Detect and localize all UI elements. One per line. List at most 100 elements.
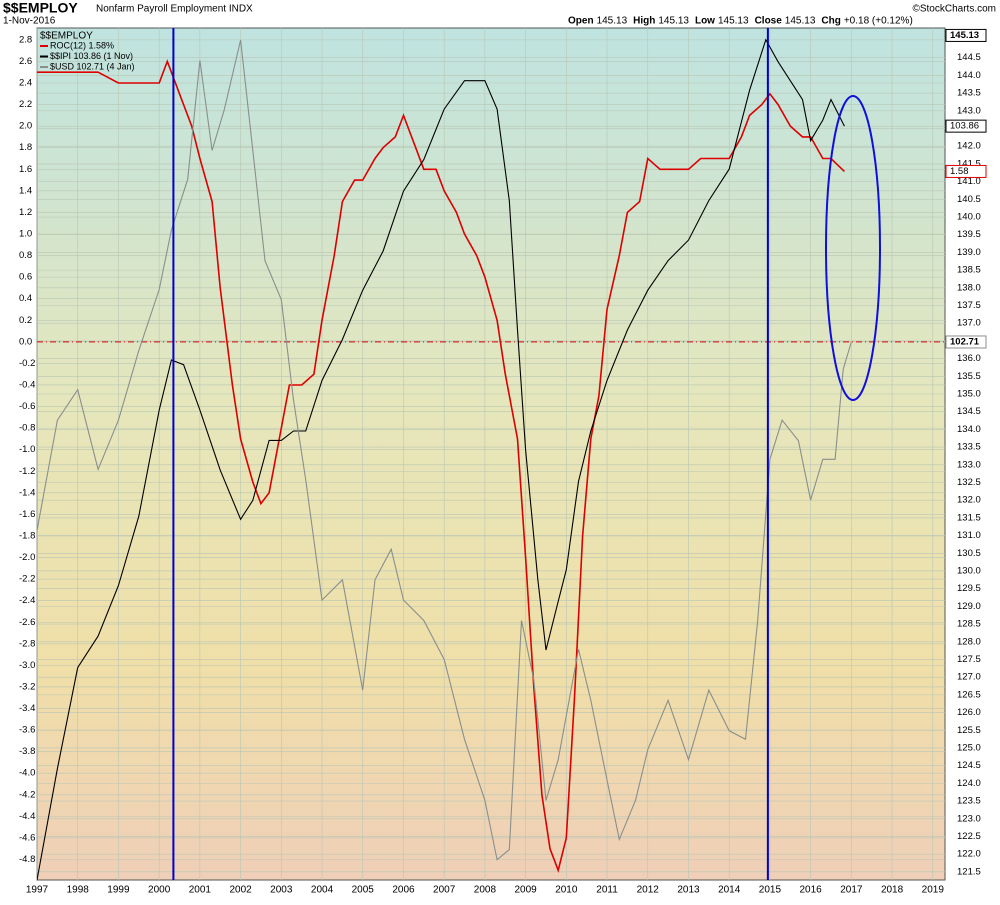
stat-name: Low — [695, 16, 715, 27]
y2-tick-label: 138.0 — [957, 282, 981, 293]
y2-tick-label: 139.0 — [957, 247, 981, 258]
x-tick-label: 2008 — [474, 885, 497, 896]
y2-tick-label: 124.0 — [957, 778, 981, 789]
legend-label: ROC(12) 1.58% — [50, 40, 114, 50]
y-tick-label: -0.4 — [19, 379, 35, 390]
y2-tick-label: 136.0 — [957, 353, 981, 364]
y-tick-label: 1.4 — [19, 185, 32, 196]
y2-tick-label: 135.5 — [957, 371, 981, 382]
stat-name: High — [633, 16, 655, 27]
y-tick-label: 1.8 — [19, 142, 32, 153]
y2-tick-label: 130.5 — [957, 548, 981, 559]
x-tick-label: 2013 — [677, 885, 700, 896]
y2-tick-label: 122.5 — [957, 831, 981, 842]
y2-tick-label: 128.5 — [957, 619, 981, 630]
y2-tick-label: 129.5 — [957, 583, 981, 594]
y-tick-label: 1.2 — [19, 207, 32, 218]
tag-box — [945, 119, 987, 133]
y-tick-label: -4.6 — [19, 832, 35, 843]
close-tag-box — [945, 28, 987, 42]
y-tick-label: 2.6 — [19, 56, 32, 67]
y-tick-label: -0.8 — [19, 423, 35, 434]
x-tick-label: 1998 — [67, 885, 90, 896]
y2-tick-label: 139.5 — [957, 229, 981, 240]
y-tick-label: -1.2 — [19, 466, 35, 477]
y2-tick-label: 140.0 — [957, 212, 981, 223]
credit: ©StockCharts.com — [912, 4, 996, 15]
lines — [37, 28, 945, 880]
y2-tick-label: 127.5 — [957, 654, 981, 665]
x-tick-label: 1999 — [107, 885, 130, 896]
y-tick-label: 2.4 — [19, 78, 32, 89]
y-tick-label: -3.4 — [19, 703, 35, 714]
tag-box — [945, 164, 987, 178]
stat-name: Chg — [821, 16, 840, 27]
tag-label: 103.86 — [950, 121, 979, 132]
y2-tick-label: 134.0 — [957, 424, 981, 435]
x-tick-label: 2019 — [922, 885, 945, 896]
y-tick-label: 2.2 — [19, 99, 32, 110]
y-tick-label: 1.0 — [19, 229, 32, 240]
y2-tick-label: 123.5 — [957, 796, 981, 807]
stat-value: +0.18 (+0.12%) — [844, 16, 913, 27]
series-line — [37, 59, 845, 873]
x-tick-label: 2003 — [270, 885, 293, 896]
y-tick-label: 0.2 — [19, 315, 32, 326]
legend-title: $$EMPLOY — [40, 31, 93, 42]
y-tick-label: 0.0 — [19, 336, 32, 347]
y2-tick-label: 131.0 — [957, 530, 981, 541]
y2-tick-label: 133.5 — [957, 442, 981, 453]
date: 1-Nov-2016 — [3, 16, 56, 27]
y2-tick-label: 142.0 — [957, 141, 981, 152]
y-tick-label: -2.2 — [19, 574, 35, 585]
y2-tick-label: 132.5 — [957, 477, 981, 488]
y2-tick-label: 123.0 — [957, 813, 981, 824]
x-tick-label: 2010 — [555, 885, 578, 896]
y-tick-label: -1.8 — [19, 530, 35, 541]
y-tick-label: -3.2 — [19, 681, 35, 692]
x-tick-label: 2002 — [229, 885, 252, 896]
y2-tick-label: 143.5 — [957, 88, 981, 99]
stat-name: Open — [568, 16, 594, 27]
y2-tick-label: 143.0 — [957, 105, 981, 116]
x-tick-label: 2011 — [596, 885, 618, 896]
series-line — [37, 39, 852, 861]
chart-subtitle: Nonfarm Payroll Employment INDX — [96, 4, 253, 15]
y-tick-label: -4.4 — [19, 811, 35, 822]
y2-tick-label: 128.0 — [957, 636, 981, 647]
y2-tick-label: 133.0 — [957, 459, 981, 470]
stat-value: 145.13 — [785, 16, 816, 27]
series-line — [37, 38, 845, 880]
y-tick-label: -0.2 — [19, 358, 35, 369]
grid — [36, 28, 945, 880]
legend-label: $USD 102.71 (4 Jan) — [50, 61, 135, 71]
last-value-tag: 103.86 — [945, 119, 987, 133]
y2-tick-label: 144.0 — [957, 70, 981, 81]
y-tick-label: -2.6 — [19, 617, 35, 628]
stats: Open 145.13 High 145.13 Low 145.13 Close 145.13… — [568, 16, 913, 27]
y-tick-label: -2.0 — [19, 552, 35, 563]
y-tick-label: -1.4 — [19, 487, 35, 498]
y-tick-label: -1.0 — [19, 444, 35, 455]
x-tick-label: 2014 — [718, 885, 741, 896]
y2-tick-label: 137.0 — [957, 318, 981, 329]
y2-tick-label: 138.5 — [957, 265, 981, 276]
y2-tick-label: 129.0 — [957, 601, 981, 612]
y2-tick-label: 126.5 — [957, 689, 981, 700]
y2-tick-label: 134.5 — [957, 406, 981, 417]
y2-tick-label: 125.5 — [957, 725, 981, 736]
x-tick-label: 2012 — [637, 885, 660, 896]
x-tick-label: 2006 — [392, 885, 415, 896]
y2-tick-label: 135.0 — [957, 389, 981, 400]
stat-value: 145.13 — [658, 16, 689, 27]
last-value-tag: 102.71 — [945, 335, 987, 349]
chart-title: $$EMPLOY — [3, 0, 78, 16]
y-tick-label: -4.0 — [19, 768, 35, 779]
y-tick-label: -2.4 — [19, 595, 35, 606]
tag-label: 1.58 — [950, 166, 969, 177]
x-tick-label: 1997 — [26, 885, 49, 896]
y-tick-label: -2.8 — [19, 638, 35, 649]
y2-tick-label: 126.0 — [957, 707, 981, 718]
x-tick-label: 2018 — [881, 885, 904, 896]
